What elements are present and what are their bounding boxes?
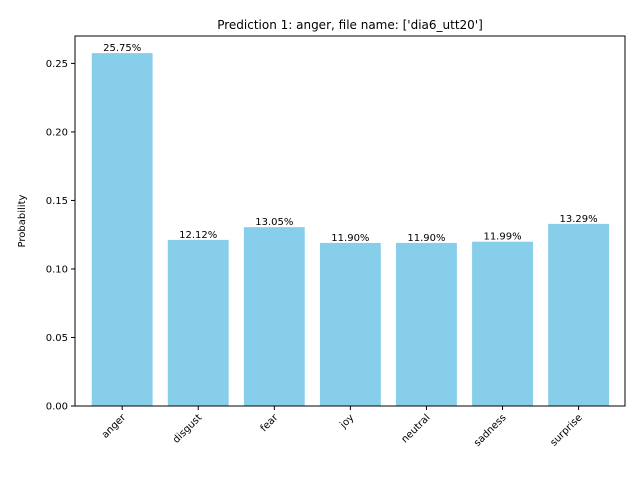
y-tick-label: 0.05 xyxy=(46,333,68,344)
data-label-neutral: 11.90% xyxy=(407,233,445,244)
y-tick-label: 0.25 xyxy=(46,59,68,70)
data-label-sadness: 11.99% xyxy=(483,232,521,243)
x-tick-label-fear: fear xyxy=(259,412,281,434)
x-axis-ticks: anger disgust fear joy neutral sadness surpris… xyxy=(100,406,585,449)
x-tick-label-sadness: sadness xyxy=(472,412,508,448)
data-label-joy: 11.90% xyxy=(331,233,369,244)
x-tick-label-disgust: disgust xyxy=(171,412,204,445)
axes-frame xyxy=(74,35,626,407)
y-tick-label: 0.20 xyxy=(46,127,68,138)
bars-group xyxy=(91,53,610,406)
y-tick-label: 0.00 xyxy=(46,402,68,413)
y-tick-label: 0.10 xyxy=(46,264,68,275)
x-tick-label-anger: anger xyxy=(100,412,129,441)
x-tick-label-neutral: neutral xyxy=(399,412,432,445)
bar-sadness xyxy=(472,241,533,406)
x-tick-label-surprise: surprise xyxy=(548,412,584,448)
data-label-anger: 25.75% xyxy=(103,43,141,54)
bar-surprise xyxy=(548,223,610,406)
bar-joy xyxy=(319,242,381,406)
data-label-fear: 13.05% xyxy=(255,217,293,228)
bar-anger xyxy=(91,53,153,406)
y-tick-label: 0.15 xyxy=(46,196,68,207)
y-axis-label: Probability xyxy=(17,194,28,247)
y-axis-ticks: 0.00 0.05 0.10 0.15 0.20 0.25 xyxy=(46,59,75,413)
bar-fear xyxy=(243,227,305,406)
data-label-surprise: 13.29% xyxy=(560,214,598,225)
data-label-disgust: 12.12% xyxy=(179,230,217,241)
bar-neutral xyxy=(396,242,457,406)
bar-disgust xyxy=(167,239,229,406)
chart-title: Prediction 1: anger, file name: ['dia6_u… xyxy=(217,18,483,32)
x-tick-label-joy: joy xyxy=(338,412,357,431)
data-labels-group: 25.75% 12.12% 13.05% 11.90% 11.90% 11.99% 13.2… xyxy=(103,43,598,244)
